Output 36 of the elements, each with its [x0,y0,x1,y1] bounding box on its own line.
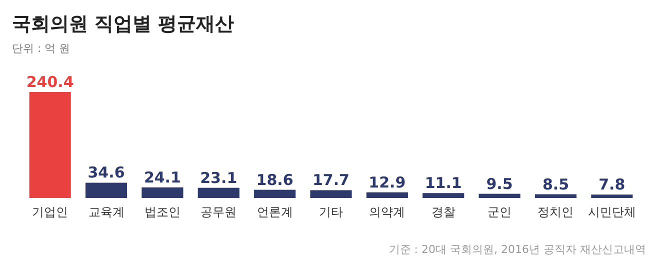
data-label: 24.1 [144,168,181,186]
bar [478,194,520,198]
data-label: 9.5 [486,174,513,193]
data-label: 240.4 [26,73,74,91]
text: 기준 : 20대 국회의원, 2016년 공직자 재산신고내역 [388,243,646,256]
data-label: 18.6 [256,170,294,189]
x-tick-label: 교육계 [88,205,124,219]
x-tick-label: 시민단체 [588,205,636,219]
data-label: 11.1 [424,174,462,192]
chart-title: 국회의원 직업별 평균재산 [12,13,234,35]
bar [422,193,464,198]
bar [254,190,296,198]
data-label: 23.1 [200,168,238,187]
x-tick-label: 법조인 [144,205,180,219]
data-label: 12.9 [368,173,406,192]
x-tick-label: 기타 [319,205,343,219]
bar [198,188,240,198]
bar [29,92,71,198]
x-tick-label: 경찰 [431,205,456,219]
x-tick-label: 기업인 [32,205,68,219]
chart-subtitle: 단위 : 억 원 [12,42,70,55]
bar [85,182,128,198]
x-tick-label: 의약계 [369,205,406,219]
x-tick-label: 언론계 [256,205,293,219]
data-label: 34.6 [88,164,125,182]
data-label: 17.7 [312,171,350,190]
bar [142,187,184,198]
data-label: 7.8 [598,176,626,194]
x-tick-label: 정치인 [538,205,574,219]
data-label: 8.5 [542,175,570,194]
x-tick-label: 군인 [488,205,512,219]
bar [591,194,633,198]
bar [534,194,577,198]
x-tick-label: 공무원 [200,205,237,219]
bar [366,192,408,198]
bar [310,190,352,198]
